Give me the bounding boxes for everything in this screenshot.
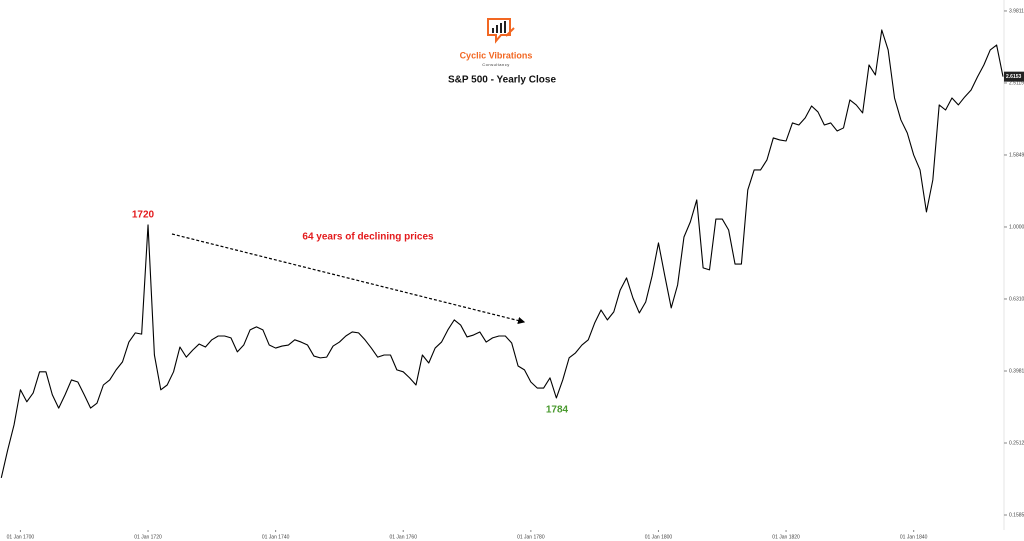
annotation: 1720 (132, 210, 155, 221)
y-tick-label: 1.0000 (1009, 224, 1024, 230)
trend-arrow (171, 233, 526, 325)
x-tick-label: 01 Jan 1740 (262, 534, 290, 540)
x-tick-label: 01 Jan 1780 (517, 534, 545, 540)
price-tag-box (1004, 71, 1024, 82)
x-tick-label: 01 Jan 1800 (645, 534, 673, 540)
annotation: 64 years of declining prices (302, 232, 434, 243)
x-tick-label: 01 Jan 1720 (134, 534, 162, 540)
x-tick-label: 01 Jan 1760 (389, 534, 417, 540)
price-tag: 2.6153 (1006, 74, 1022, 80)
y-tick-label: 0.6310 (1009, 296, 1024, 302)
x-tick-label: 01 Jan 1820 (772, 534, 800, 540)
y-tick-label: 0.2512 (1009, 440, 1024, 446)
brand-tagline: Consultancy (482, 62, 510, 67)
y-tick-label: 2.5119 (1009, 80, 1024, 86)
y-tick-label: 1.5849 (1009, 152, 1024, 158)
y-tick-label: 0.3981 (1009, 368, 1024, 374)
y-tick-label: 3.9811 (1009, 8, 1024, 14)
brand-name: Cyclic Vibrations (460, 50, 533, 60)
chart-title: S&P 500 - Yearly Close (448, 75, 556, 86)
annotation: 1784 (546, 405, 569, 416)
x-tick-label: 01 Jan 1700 (7, 534, 35, 540)
x-tick-label: 01 Jan 1840 (900, 534, 928, 540)
price-line (0, 29, 1004, 478)
y-tick-label: 0.1585 (1009, 512, 1024, 518)
logo-icon (487, 18, 515, 44)
